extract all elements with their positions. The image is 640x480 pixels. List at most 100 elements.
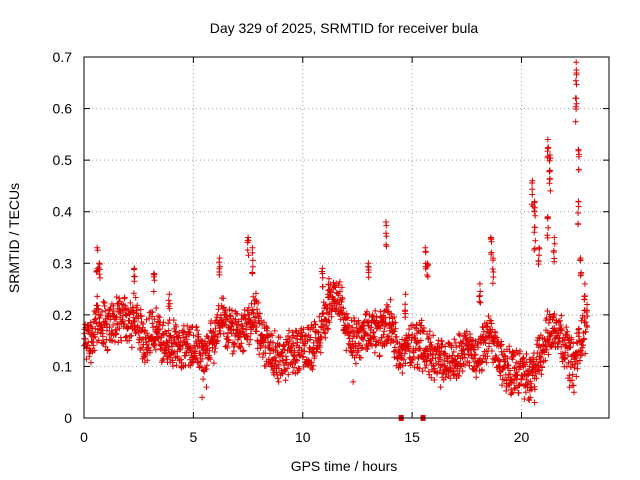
data-point xyxy=(551,234,558,241)
data-point xyxy=(337,288,343,295)
data-point xyxy=(314,328,321,335)
data-point xyxy=(99,333,106,340)
data-point xyxy=(118,301,125,308)
tick-labels: 0 0.1 0.2 0.3 0.4 0.5 0.6 0.7 0 5 10 15 20 xyxy=(53,49,530,445)
data-point xyxy=(273,357,279,364)
data-point xyxy=(308,359,315,366)
data-point xyxy=(558,312,565,319)
data-point xyxy=(537,353,544,360)
data-point xyxy=(525,367,532,374)
data-point xyxy=(503,387,510,394)
data-point xyxy=(539,364,546,371)
data-point xyxy=(157,326,163,333)
data-point xyxy=(384,309,391,316)
data-point xyxy=(110,302,117,309)
data-point xyxy=(354,333,361,340)
data-point xyxy=(530,354,536,361)
data-point xyxy=(337,316,344,323)
data-point xyxy=(165,320,172,327)
data-point xyxy=(255,299,262,306)
data-point xyxy=(332,284,339,291)
data-point xyxy=(454,353,461,360)
data-point xyxy=(402,291,409,298)
data-point xyxy=(584,313,591,320)
data-point xyxy=(582,319,589,326)
data-point xyxy=(245,237,252,244)
data-point xyxy=(113,330,120,337)
data-point xyxy=(153,305,160,312)
data-point xyxy=(402,310,409,317)
data-point xyxy=(280,343,287,350)
data-point xyxy=(173,323,180,330)
data-point xyxy=(213,338,220,345)
data-point xyxy=(249,257,256,264)
data-point xyxy=(259,354,266,361)
data-point xyxy=(572,103,579,110)
data-point xyxy=(94,302,101,309)
data-point xyxy=(184,322,191,329)
data-point xyxy=(250,293,257,300)
data-point xyxy=(545,224,552,231)
data-point xyxy=(128,344,135,351)
data-point xyxy=(230,348,237,354)
data-point xyxy=(112,338,118,345)
data-point xyxy=(574,360,581,367)
data-point xyxy=(573,81,580,88)
data-point xyxy=(95,337,102,344)
data-point xyxy=(210,339,217,346)
data-point xyxy=(232,316,239,323)
data-point xyxy=(509,389,516,396)
data-point xyxy=(313,348,320,355)
data-point xyxy=(81,330,88,337)
data-point xyxy=(290,332,297,339)
data-point xyxy=(526,397,533,404)
data-point xyxy=(510,351,517,358)
data-point xyxy=(178,356,184,363)
data-point xyxy=(383,243,390,250)
data-point xyxy=(543,315,550,322)
data-point xyxy=(498,341,505,348)
data-point xyxy=(477,299,484,306)
data-point xyxy=(186,329,193,336)
data-point xyxy=(256,310,263,317)
data-point xyxy=(303,333,310,340)
data-point xyxy=(170,363,176,370)
plot-frame xyxy=(83,56,610,419)
data-point xyxy=(396,360,403,367)
data-point xyxy=(263,324,270,331)
data-point xyxy=(245,304,252,311)
data-point xyxy=(512,364,518,371)
data-point xyxy=(159,322,166,329)
data-point xyxy=(249,269,256,276)
data-point xyxy=(426,371,433,378)
data-point xyxy=(391,328,398,335)
data-point xyxy=(529,191,536,198)
x-axis-label: GPS time / hours xyxy=(291,458,398,474)
data-point xyxy=(306,358,312,365)
data-point xyxy=(96,271,103,278)
data-point xyxy=(137,306,144,313)
data-point xyxy=(372,307,379,314)
data-point xyxy=(566,384,573,391)
data-point xyxy=(531,208,538,215)
data-point xyxy=(92,333,99,340)
data-point xyxy=(192,348,199,355)
data-point xyxy=(506,343,513,350)
data-point xyxy=(212,345,219,352)
data-point xyxy=(249,263,256,270)
data-point xyxy=(383,222,390,229)
data-point xyxy=(578,269,585,276)
data-point xyxy=(237,344,244,351)
y-tick-label: 0.7 xyxy=(53,49,73,65)
data-point xyxy=(121,294,128,301)
data-point xyxy=(538,354,545,361)
data-point xyxy=(448,342,455,349)
data-point xyxy=(87,319,94,326)
data-point xyxy=(476,280,483,287)
data-point xyxy=(527,394,534,401)
data-point xyxy=(504,355,511,362)
data-point xyxy=(414,364,421,371)
data-point xyxy=(494,334,501,341)
data-point xyxy=(472,351,479,358)
data-point xyxy=(531,199,538,206)
